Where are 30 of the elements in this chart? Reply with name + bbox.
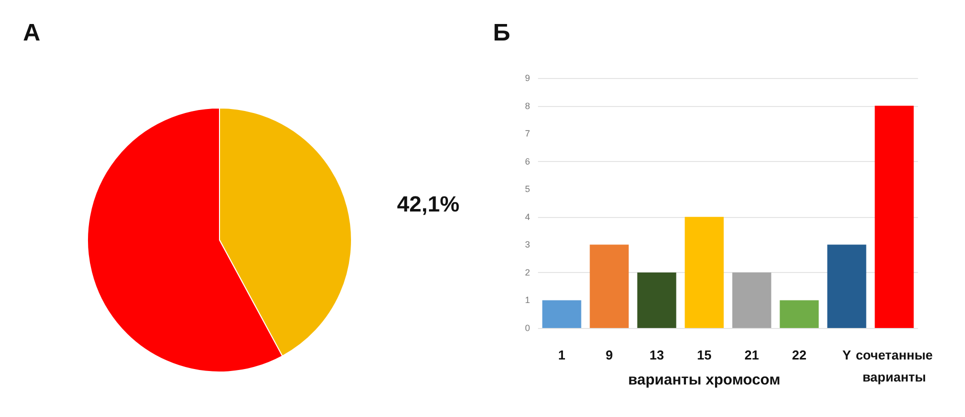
bar <box>637 272 676 328</box>
bar <box>684 216 724 328</box>
y-tick-label: 7 <box>524 128 530 139</box>
y-tick-label: 9 <box>524 73 530 83</box>
data-label: 42,1% <box>396 191 460 216</box>
x-tick-label: 22 <box>792 348 806 362</box>
x-axis-title: варианты хромосом <box>628 372 780 388</box>
y-tick-label: 5 <box>524 184 530 194</box>
x-tick-label: 21 <box>744 348 759 362</box>
bar <box>590 244 629 328</box>
x-tick-label: 13 <box>650 348 664 362</box>
x-tick-label: 15 <box>697 348 712 362</box>
x-tick-label: 9 <box>606 348 613 362</box>
x-tick-label: Y <box>842 348 852 362</box>
y-tick-label: 2 <box>524 267 530 278</box>
bar <box>732 272 772 328</box>
bar <box>542 300 582 328</box>
x-tick-label: 1 <box>558 348 566 362</box>
y-tick-label: 4 <box>524 212 530 222</box>
y-tick-label: 0 <box>524 323 530 333</box>
chart-title: А <box>23 20 40 46</box>
bar <box>827 244 866 328</box>
y-tick-label: 8 <box>524 100 530 111</box>
chart-title: Б <box>493 20 510 46</box>
bar <box>874 106 914 328</box>
bar <box>780 300 819 328</box>
y-tick-label: 6 <box>524 156 530 166</box>
y-tick-label: 1 <box>524 295 530 306</box>
y-tick-label: 3 <box>524 240 530 250</box>
x-tick-label: сочетанные варианты <box>856 348 933 384</box>
